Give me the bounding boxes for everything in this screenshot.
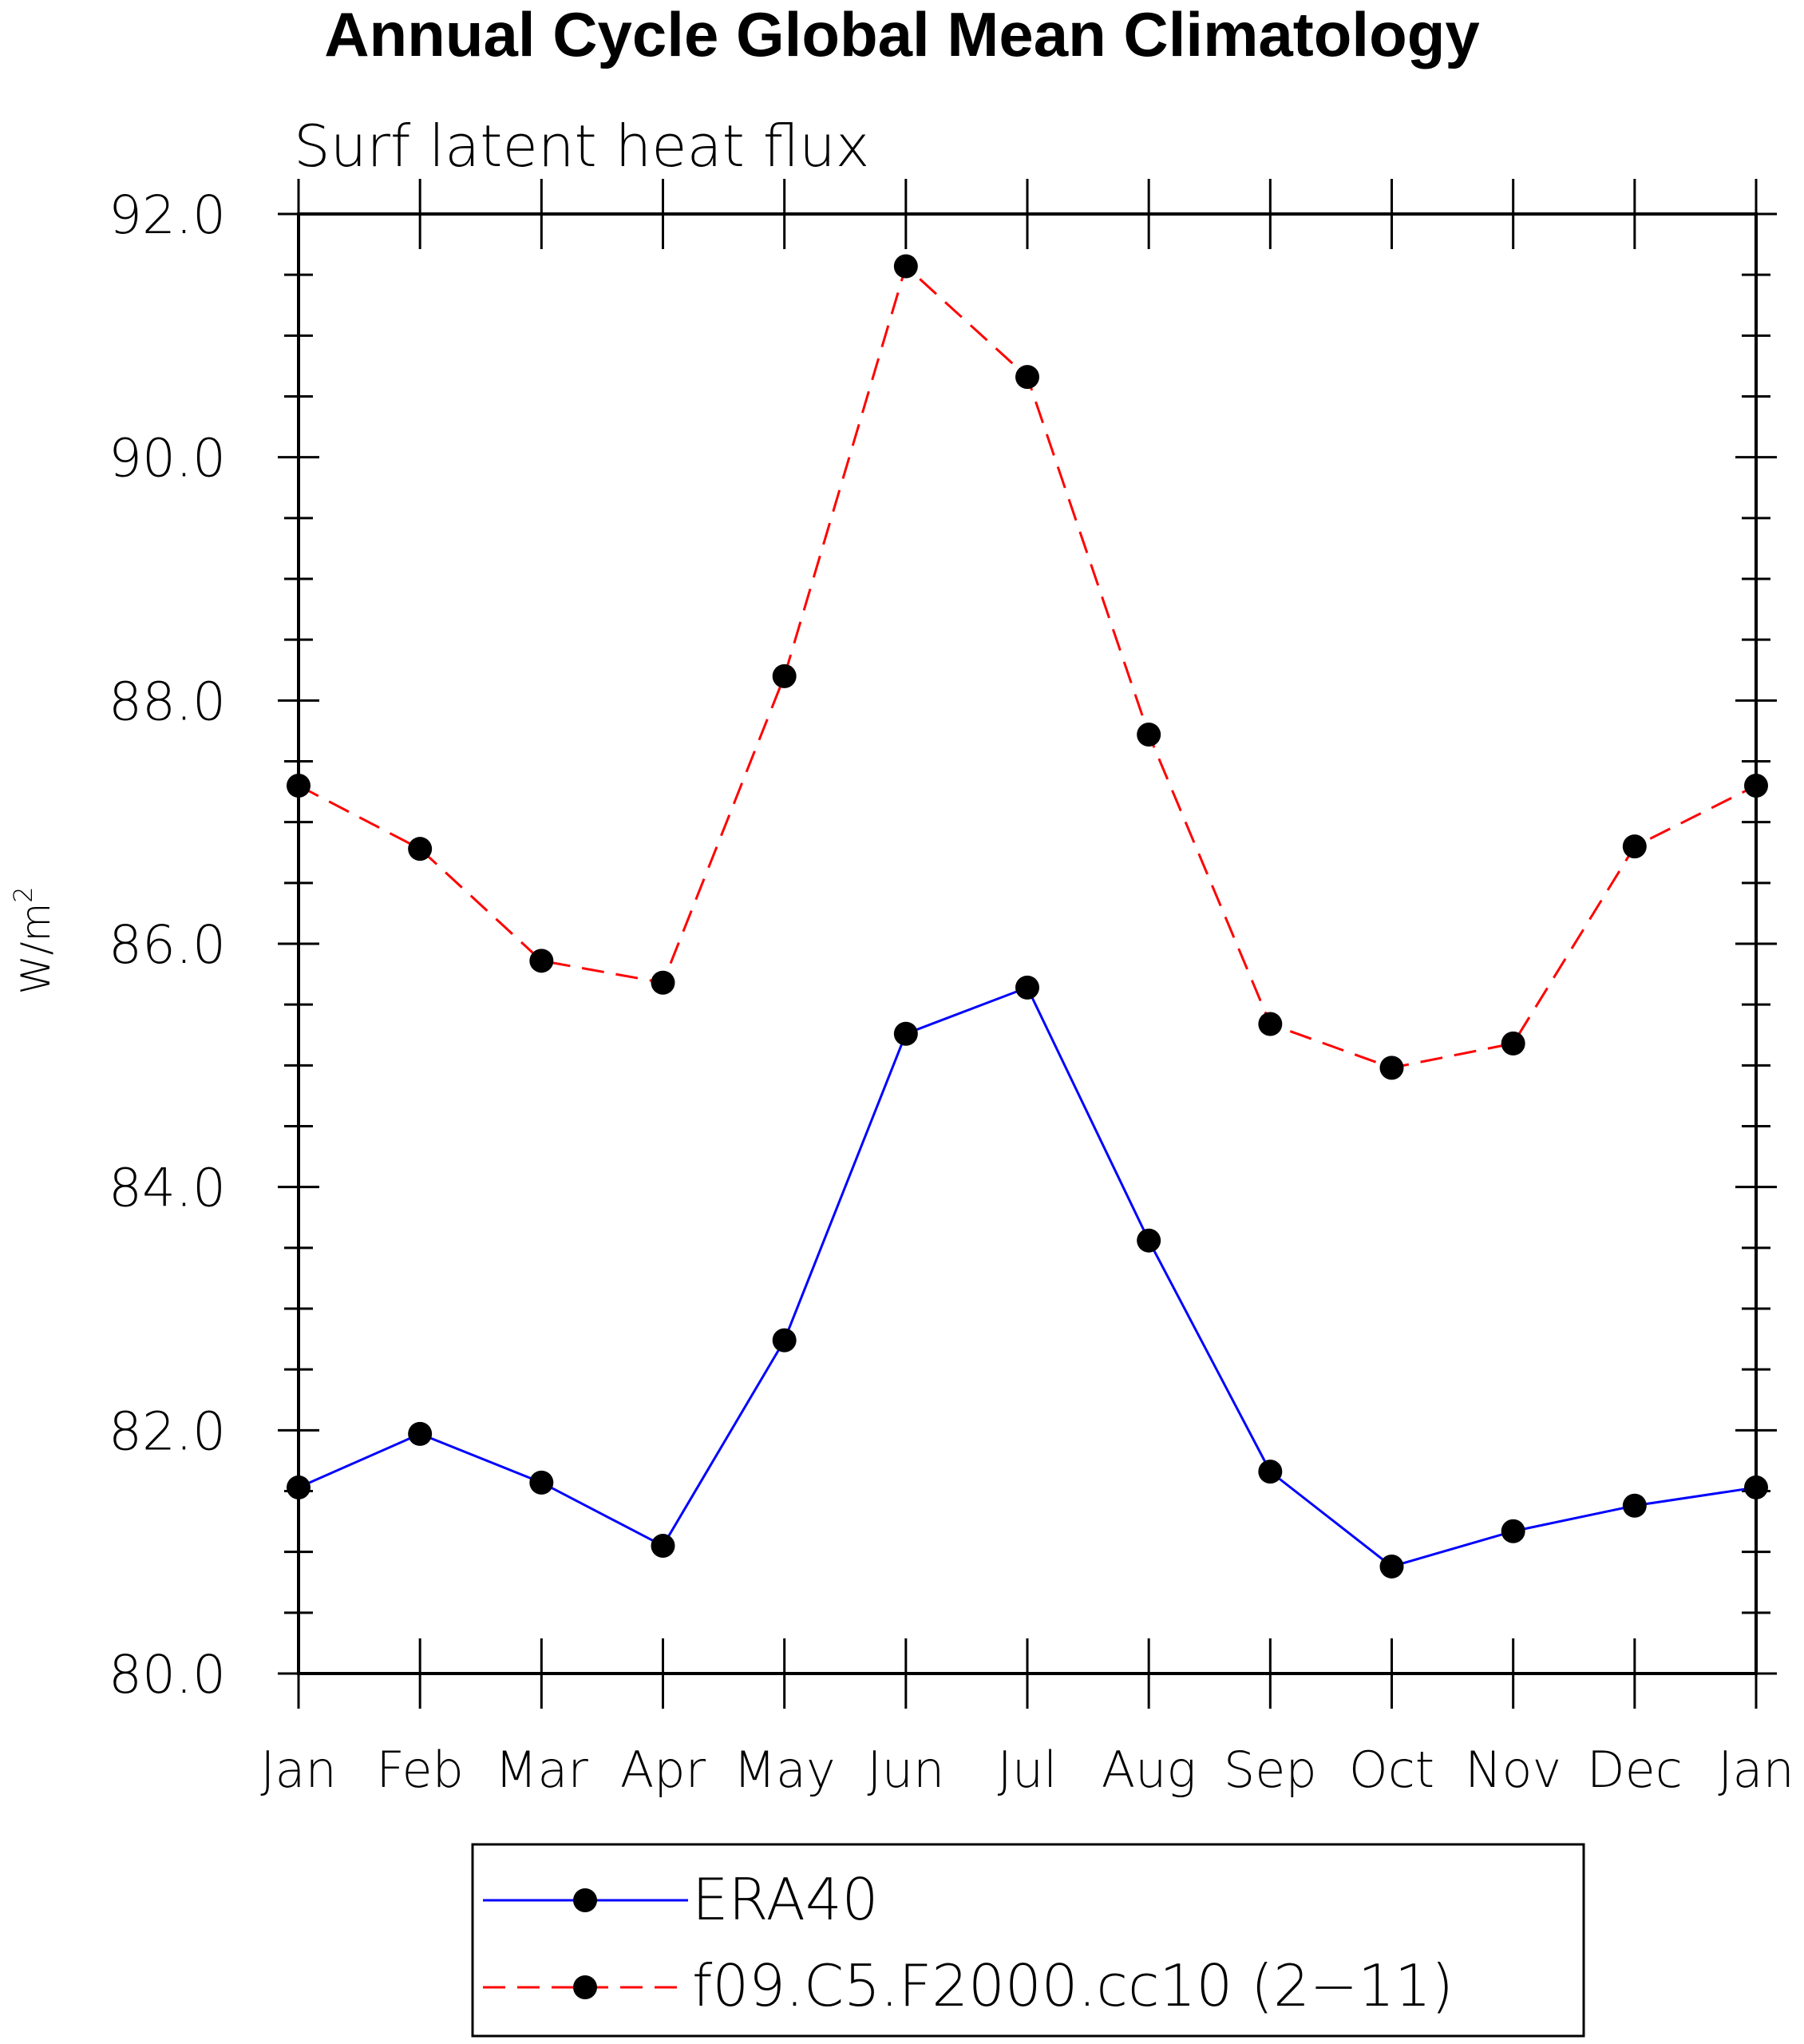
- x-tick-label: Oct: [1349, 1741, 1434, 1799]
- y-tick-label: 86.0: [109, 914, 226, 976]
- data-point: [408, 837, 433, 862]
- x-tick-label: Nov: [1465, 1741, 1561, 1799]
- data-point: [651, 1534, 675, 1559]
- x-tick-label: Mar: [495, 1741, 588, 1799]
- x-tick-label: Aug: [1102, 1741, 1197, 1799]
- data-point: [529, 949, 554, 973]
- plot-frame: [297, 212, 1758, 1675]
- x-tick-label: Apr: [620, 1741, 706, 1799]
- chart-subtitle: Surf latent heat flux: [294, 113, 869, 180]
- data-point: [408, 1421, 433, 1446]
- data-point: [1258, 1460, 1283, 1484]
- data-point: [1501, 1519, 1525, 1543]
- series-layer: [287, 254, 1768, 1579]
- legend: ERA40 f09.C5.F2000.cc10 (2−11): [471, 1843, 1585, 2038]
- data-point: [772, 1328, 797, 1353]
- y-tick-label: 88.0: [109, 671, 226, 732]
- data-point: [1015, 975, 1039, 1000]
- chart-title: Annual Cycle Global Mean Climatology: [324, 0, 1480, 69]
- data-point: [1379, 1554, 1404, 1579]
- y-axis-ticks: [278, 212, 1777, 1675]
- x-tick-label: May: [734, 1741, 836, 1799]
- y-tick-label: 84.0: [109, 1158, 226, 1219]
- x-axis-ticks: [297, 179, 1758, 1709]
- series-0: [287, 975, 1768, 1579]
- legend-label-f09: f09.C5.F2000.cc10 (2−11): [692, 1952, 1454, 2019]
- legend-label-era40: ERA40: [692, 1866, 878, 1933]
- y-axis-tick-labels: 80.0 82.0 84.0 86.0 88.0 90.0 92.0: [109, 184, 226, 1705]
- x-tick-label: Jan: [1718, 1741, 1794, 1799]
- y-tick-label: 92.0: [109, 184, 226, 246]
- y-tick-label: 82.0: [109, 1400, 226, 1462]
- data-point: [1258, 1012, 1283, 1036]
- legend-entry-era40: ERA40: [483, 1866, 878, 1933]
- y-axis-label-superscript: 2: [8, 886, 38, 902]
- data-point: [1137, 722, 1161, 747]
- legend-marker-era40: [573, 1888, 597, 1912]
- legend-marker-f09: [573, 1975, 597, 1999]
- data-point: [1379, 1056, 1404, 1080]
- data-point: [1501, 1031, 1525, 1056]
- data-point: [529, 1470, 554, 1495]
- x-tick-label: Jul: [998, 1741, 1058, 1799]
- y-tick-label: 90.0: [109, 428, 226, 489]
- data-point: [651, 970, 675, 995]
- x-tick-label: Sep: [1224, 1741, 1317, 1799]
- data-point: [1622, 1493, 1647, 1518]
- x-tick-label: Jun: [867, 1741, 944, 1799]
- series-line: [298, 985, 1757, 1568]
- legend-entry-f09: f09.C5.F2000.cc10 (2−11): [483, 1952, 1454, 2019]
- x-tick-label: Dec: [1587, 1741, 1683, 1799]
- y-tick-label: 80.0: [109, 1644, 226, 1705]
- data-point: [1622, 834, 1647, 859]
- legend-box: [471, 1843, 1585, 2038]
- data-point: [893, 1021, 918, 1046]
- data-point: [772, 664, 797, 688]
- x-axis-tick-labels: Jan Feb Mar Apr May Jun Jul Aug Sep Oct Nov Dec Jan: [260, 1741, 1794, 1799]
- x-tick-label: Jan: [260, 1741, 337, 1799]
- data-point: [1015, 365, 1039, 390]
- y-axis-label: W/m2: [8, 886, 59, 994]
- data-point: [1137, 1228, 1161, 1253]
- y-axis-label-unit: W/m: [13, 903, 59, 995]
- data-point: [893, 254, 918, 279]
- x-tick-label: Feb: [376, 1741, 464, 1799]
- series-1: [287, 254, 1768, 1080]
